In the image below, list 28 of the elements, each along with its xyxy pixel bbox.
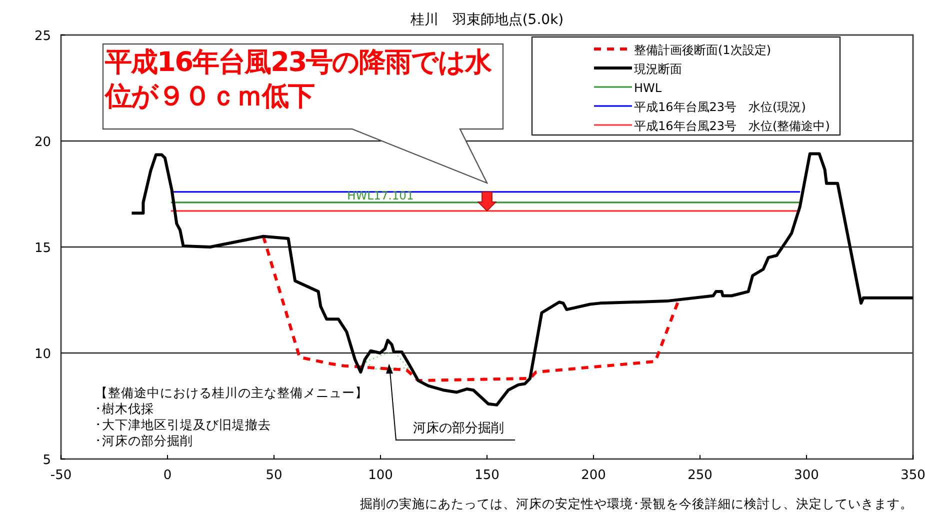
annotation: 【整備途中における桂川の主な整備メニュー】 — [95, 385, 368, 400]
x-tick-label: 100 — [368, 468, 393, 483]
x-tick-label: 200 — [581, 468, 606, 483]
annotation: ･河床の部分掘削 — [95, 433, 193, 448]
legend-label: 平成16年台風23号 水位(整備途中) — [634, 119, 830, 133]
legend-label: 現況断面 — [634, 62, 682, 76]
legend-label: HWL — [634, 81, 662, 95]
x-tick-label: 300 — [794, 468, 819, 483]
x-tick-label: 150 — [474, 468, 500, 483]
annotation: ･大下津地区引堤及び旧堤撤去 — [95, 417, 271, 432]
y-tick-label: 15 — [34, 241, 51, 256]
annotation: 平成16年台風23号の降雨では水位が９０ｃｍ低下 — [105, 46, 493, 114]
y-tick-label: 10 — [34, 347, 51, 362]
legend-label: 整備計画後断面(1次設定) — [634, 43, 771, 57]
text: 掘削の実施にあたっては、河床の安定性や環境･景観を今後詳細に検討し、決定していきます。 — [360, 496, 913, 511]
legend-label: 平成16年台風23号 水位(現況) — [634, 100, 806, 114]
x-tick-label: 350 — [900, 468, 925, 483]
x-tick-label: 0 — [163, 468, 172, 483]
y-tick-label: 20 — [34, 135, 51, 150]
y-tick-label: 5 — [42, 453, 51, 468]
y-tick-label: 25 — [34, 29, 51, 44]
annotation: ･樹木伐採 — [95, 401, 154, 416]
x-tick-label: 250 — [688, 468, 712, 483]
annotation: HWL17.101 — [347, 188, 414, 202]
chart-title: 桂川 羽束師地点(5.0k) — [409, 12, 564, 28]
x-tick-label: -50 — [50, 468, 72, 483]
annotation: 河床の部分掘削 — [413, 421, 504, 436]
x-tick-label: 50 — [266, 468, 282, 483]
